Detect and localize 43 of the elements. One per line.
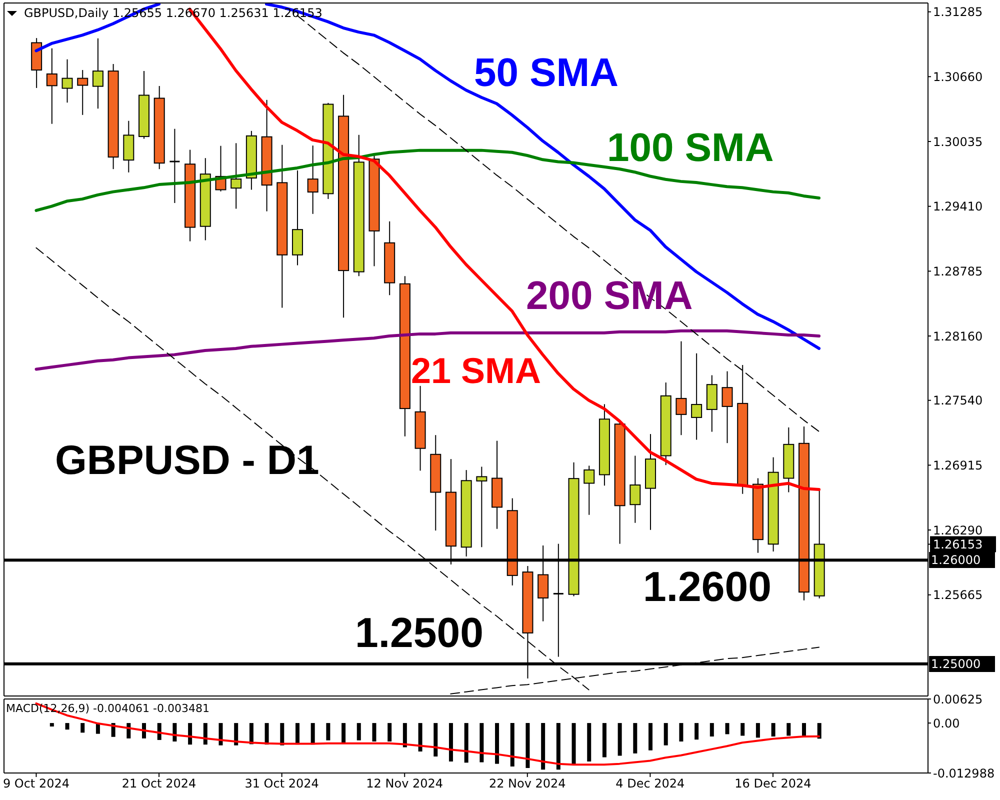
candlestick — [676, 340, 687, 436]
y-tick-label: 1.29410 — [933, 200, 983, 214]
x-tick-label: 4 Dec 2024 — [616, 776, 685, 791]
y-tick-label: 1.28160 — [933, 329, 983, 344]
ref-line-label: 1.26000 — [929, 552, 995, 568]
candlestick — [168, 128, 180, 204]
x-tick-label: 22 Nov 2024 — [488, 776, 566, 791]
y-tick-label: 1.26915 — [933, 458, 983, 472]
candlestick — [722, 370, 733, 444]
candlestick — [307, 145, 318, 214]
candlestick — [77, 70, 88, 116]
x-tick-label: 9 Oct 2024 — [2, 776, 70, 791]
y-tick-label: 1.28785 — [933, 264, 983, 278]
y-tick-label: 1.25665 — [933, 588, 983, 602]
series-label: 50 SMA — [474, 51, 618, 95]
candlestick — [62, 58, 73, 104]
candlestick — [476, 466, 488, 548]
annotation: 1.2600 — [643, 563, 772, 610]
series-label: 21 SMA — [411, 350, 542, 391]
y-tick-label: 1.27540 — [933, 394, 983, 408]
candlestick — [584, 465, 595, 516]
series-label: 100 SMA — [607, 126, 774, 170]
annotation: 1.2500 — [355, 609, 484, 656]
ref-line-label: 1.25000 — [929, 656, 995, 672]
x-tick-label: 16 Dec 2024 — [734, 776, 812, 791]
y-tick-label: 1.31285 — [933, 5, 983, 20]
y-tick-label: 1.26153 — [933, 538, 983, 552]
y-tick-label: 1.30035 — [933, 134, 983, 149]
x-tick-label: 31 Oct 2024 — [244, 776, 319, 791]
candlestick — [230, 142, 242, 210]
y-tick-label: 0.00625 — [933, 692, 983, 706]
y-tick-label: 0.00 — [933, 716, 960, 730]
y-tick-label: 1.26290 — [933, 523, 983, 538]
series-label: 200 SMA — [526, 274, 693, 318]
text: GBPUSD - D1 — [55, 437, 320, 483]
candlestick — [630, 455, 641, 524]
candlestick — [46, 48, 58, 124]
y-tick-label: 1.30660 — [933, 70, 983, 84]
candlestick — [92, 38, 104, 110]
y-tick-label: -0.012988 — [933, 766, 995, 780]
candlestick — [691, 352, 702, 440]
x-tick-label: 12 Nov 2024 — [366, 776, 444, 791]
x-tick-label: 21 Oct 2024 — [122, 776, 196, 791]
